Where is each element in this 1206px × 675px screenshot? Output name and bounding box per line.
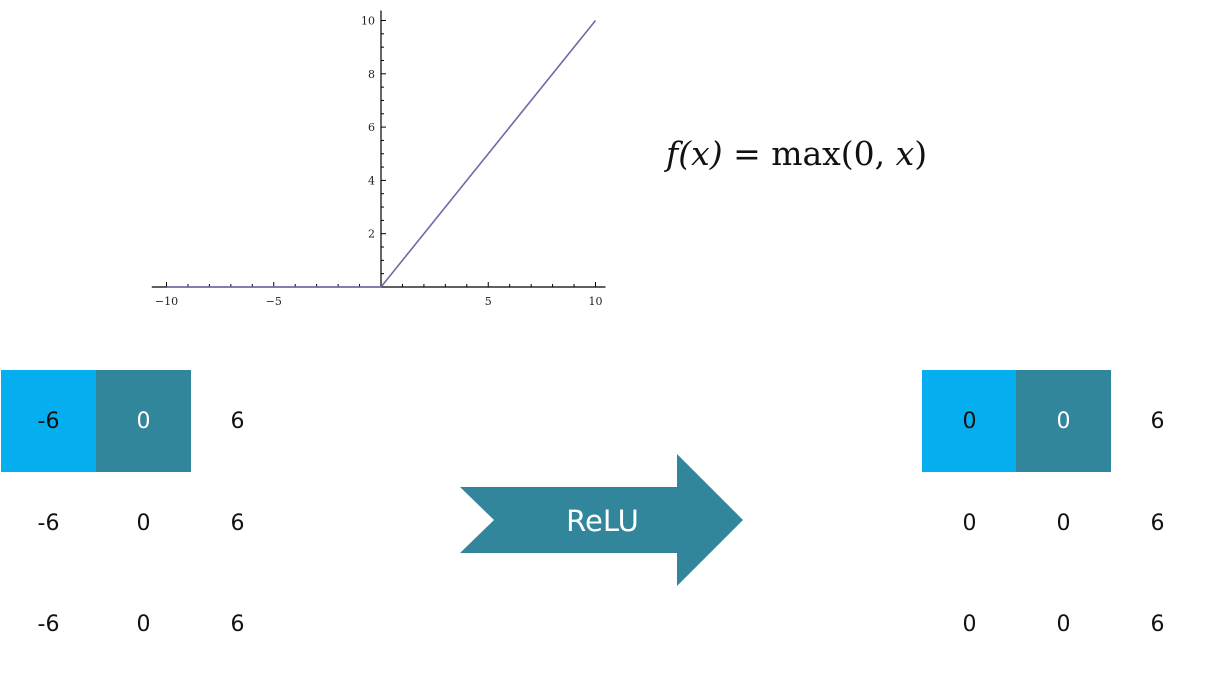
formula-fx: f(x) [666, 134, 723, 173]
input-cell-r1-c0: -6 [37, 510, 60, 536]
x-tick-label: −10 [155, 295, 178, 308]
output-cell-r2-c0: 0 [962, 611, 977, 637]
output-cell-r1-c0: 0 [962, 510, 977, 536]
x-tick-label: −5 [266, 295, 282, 308]
x-tick-label: 5 [485, 295, 492, 308]
output-cell-r2-c2: 6 [1150, 611, 1165, 637]
input-cell-r1-c2: 6 [230, 510, 245, 536]
relu-formula: f(x) = max(0, x) [666, 134, 927, 173]
output-cell-r0-c0: 0 [922, 370, 1017, 472]
relu-arrow-label: ReLU [566, 504, 639, 538]
y-tick-label: 10 [361, 15, 375, 28]
formula-rhs-close: ) [914, 134, 928, 173]
input-cell-r1-c1: 0 [136, 510, 151, 536]
output-cell-r1-c2: 6 [1150, 510, 1165, 536]
input-cell-r0-c1: 0 [96, 370, 191, 472]
input-cell-r2-c0: -6 [37, 611, 60, 637]
formula-rhs-var: x [895, 134, 915, 173]
formula-equals: = [722, 134, 772, 173]
y-tick-label: 8 [368, 68, 375, 81]
y-tick-label: 4 [368, 174, 375, 187]
output-cell-r1-c1: 0 [1056, 510, 1071, 536]
input-cell-r0-c2: 6 [230, 408, 245, 434]
relu-arrow [460, 454, 743, 586]
relu-arrow-shape [460, 454, 743, 586]
y-tick-label: 2 [368, 228, 375, 241]
output-cell-r0-c1: 0 [1016, 370, 1111, 472]
formula-rhs-fn: max(0, [771, 134, 896, 173]
relu-plot: −10 −5 5 10 2 4 6 8 10 [151, 10, 606, 308]
input-cell-r2-c1: 0 [136, 611, 151, 637]
x-tick-label: 10 [589, 295, 603, 308]
input-cell-r2-c2: 6 [230, 611, 245, 637]
y-tick-label: 6 [368, 121, 375, 134]
input-cell-r0-c0: -6 [1, 370, 96, 472]
output-cell-r2-c1: 0 [1056, 611, 1071, 637]
relu-line [166, 19, 597, 288]
output-cell-r0-c2: 6 [1150, 408, 1165, 434]
